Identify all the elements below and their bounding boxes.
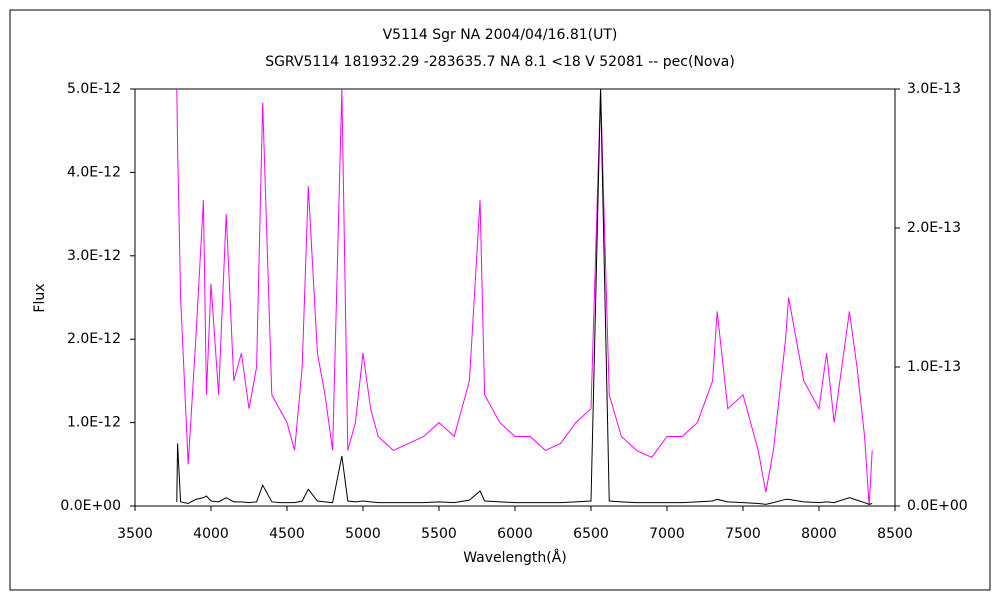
y-axis-label: Flux: [32, 283, 48, 312]
x-tick-label: 8000: [801, 526, 837, 542]
x-tick-label: 6000: [497, 526, 533, 542]
x-axis-label: Wavelength(Å): [463, 549, 567, 566]
x-tick-label: 5000: [345, 526, 381, 542]
x-tick-label: 7000: [649, 526, 685, 542]
y2-tick-label: 1.0E-13: [907, 359, 961, 375]
plot-area: [134, 88, 896, 507]
x-tick-label: 8500: [877, 526, 913, 542]
y-tick-label: 5.0E-12: [67, 81, 121, 97]
y2-tick-label: 2.0E-13: [907, 220, 961, 236]
x-tick-label: 6500: [573, 526, 609, 542]
frame: [9, 9, 991, 591]
chart-subtitle: SGRV5114 181932.29 -283635.7 NA 8.1 <18 …: [265, 54, 735, 70]
y2-tick-label: 0.0E+00: [907, 498, 968, 514]
y-tick-label: 1.0E-12: [67, 415, 121, 431]
x-tick-label: 3500: [117, 526, 153, 542]
spectrum-line: [176, 89, 873, 506]
x-tick-label: 4500: [269, 526, 305, 542]
y-tick-label: 0.0E+00: [60, 498, 121, 514]
y2-tick-label: 3.0E-13: [907, 81, 961, 97]
y-tick-label: 4.0E-12: [67, 164, 121, 180]
spectrum-line: [176, 89, 873, 505]
x-tick-label: 7500: [725, 526, 761, 542]
chart-title: V5114 Sgr NA 2004/04/16.81(UT): [383, 27, 618, 43]
y-tick-label: 3.0E-12: [67, 248, 121, 264]
x-tick-label: 5500: [421, 526, 457, 542]
x-tick-label: 4000: [193, 526, 229, 542]
y-tick-label: 2.0E-12: [67, 331, 121, 347]
